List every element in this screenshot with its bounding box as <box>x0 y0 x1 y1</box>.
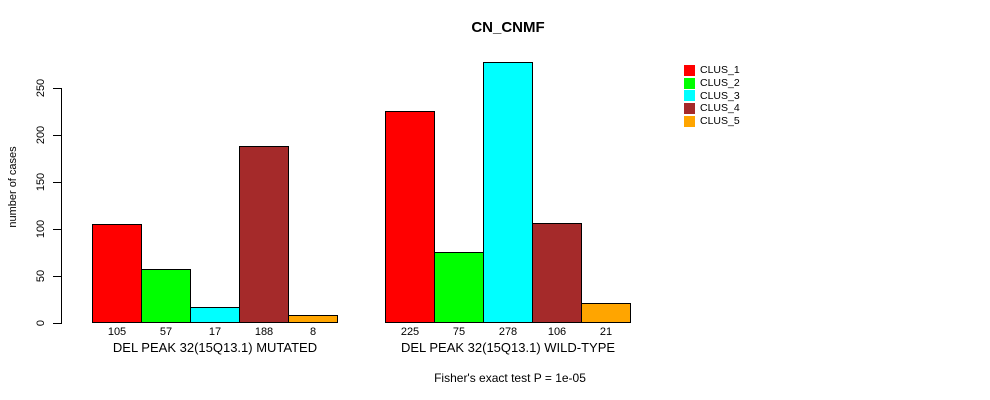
bar-value-label: 75 <box>452 326 466 338</box>
bar-clus_4-group1 <box>239 146 289 323</box>
bar-value-label: 57 <box>159 326 173 338</box>
group-label-1: DEL PEAK 32(15Q13.1) MUTATED <box>112 340 318 355</box>
legend-item-clus_1: CLUS_1 <box>684 64 740 77</box>
y-tick-label-100: 100 <box>35 219 47 239</box>
bar-value-label: 278 <box>498 326 518 338</box>
bar-clus_3-group2 <box>483 62 533 323</box>
fisher-test-note: Fisher's exact test P = 1e-05 <box>434 371 586 385</box>
y-axis <box>61 88 62 324</box>
y-tick-200 <box>53 135 61 136</box>
y-tick-250 <box>53 88 61 89</box>
legend-swatch-clus_3 <box>684 90 695 102</box>
y-tick-label-150: 150 <box>35 172 47 192</box>
y-tick-0 <box>53 323 61 324</box>
y-tick-label-250: 250 <box>35 78 47 98</box>
bar-value-label: 188 <box>254 326 274 338</box>
bar-clus_5-group2 <box>581 303 631 323</box>
y-tick-100 <box>53 229 61 230</box>
bar-value-label: 21 <box>599 326 613 338</box>
y-tick-label-200: 200 <box>35 125 47 145</box>
legend-label: CLUS_5 <box>700 115 740 128</box>
bar-clus_4-group2 <box>532 223 582 323</box>
legend-label: CLUS_4 <box>700 102 740 115</box>
legend-label: CLUS_3 <box>700 89 740 102</box>
legend-item-clus_2: CLUS_2 <box>684 77 740 90</box>
chart-title: CN_CNMF <box>471 19 545 36</box>
bar-value-label: 106 <box>547 326 567 338</box>
group-label-2: DEL PEAK 32(15Q13.1) WILD-TYPE <box>400 340 616 355</box>
bar-clus_2-group2 <box>434 252 484 323</box>
legend-label: CLUS_1 <box>700 64 740 77</box>
bar-clus_2-group1 <box>141 269 191 323</box>
legend-item-clus_4: CLUS_4 <box>684 102 740 115</box>
y-tick-150 <box>53 182 61 183</box>
y-axis-label: number of cases <box>7 146 19 228</box>
legend: CLUS_1 CLUS_2 CLUS_3 CLUS_4 CLUS_5 <box>684 64 740 127</box>
legend-item-clus_5: CLUS_5 <box>684 115 740 128</box>
bar-clus_1-group2 <box>385 111 435 323</box>
legend-swatch-clus_5 <box>684 115 695 127</box>
legend-swatch-clus_2 <box>684 77 695 89</box>
y-tick-label-0: 0 <box>35 319 47 327</box>
y-tick-50 <box>53 276 61 277</box>
bar-clus_5-group1 <box>288 315 338 323</box>
legend-swatch-clus_1 <box>684 64 695 76</box>
bar-value-label: 17 <box>208 326 222 338</box>
bar-clus_3-group1 <box>190 307 240 323</box>
legend-item-clus_3: CLUS_3 <box>684 89 740 102</box>
legend-label: CLUS_2 <box>700 77 740 90</box>
bar-value-label: 105 <box>107 326 127 338</box>
y-tick-label-50: 50 <box>35 269 47 283</box>
bar-value-label: 8 <box>309 326 317 338</box>
legend-swatch-clus_4 <box>684 102 695 114</box>
bar-value-label: 225 <box>400 326 420 338</box>
bar-clus_1-group1 <box>92 224 142 323</box>
